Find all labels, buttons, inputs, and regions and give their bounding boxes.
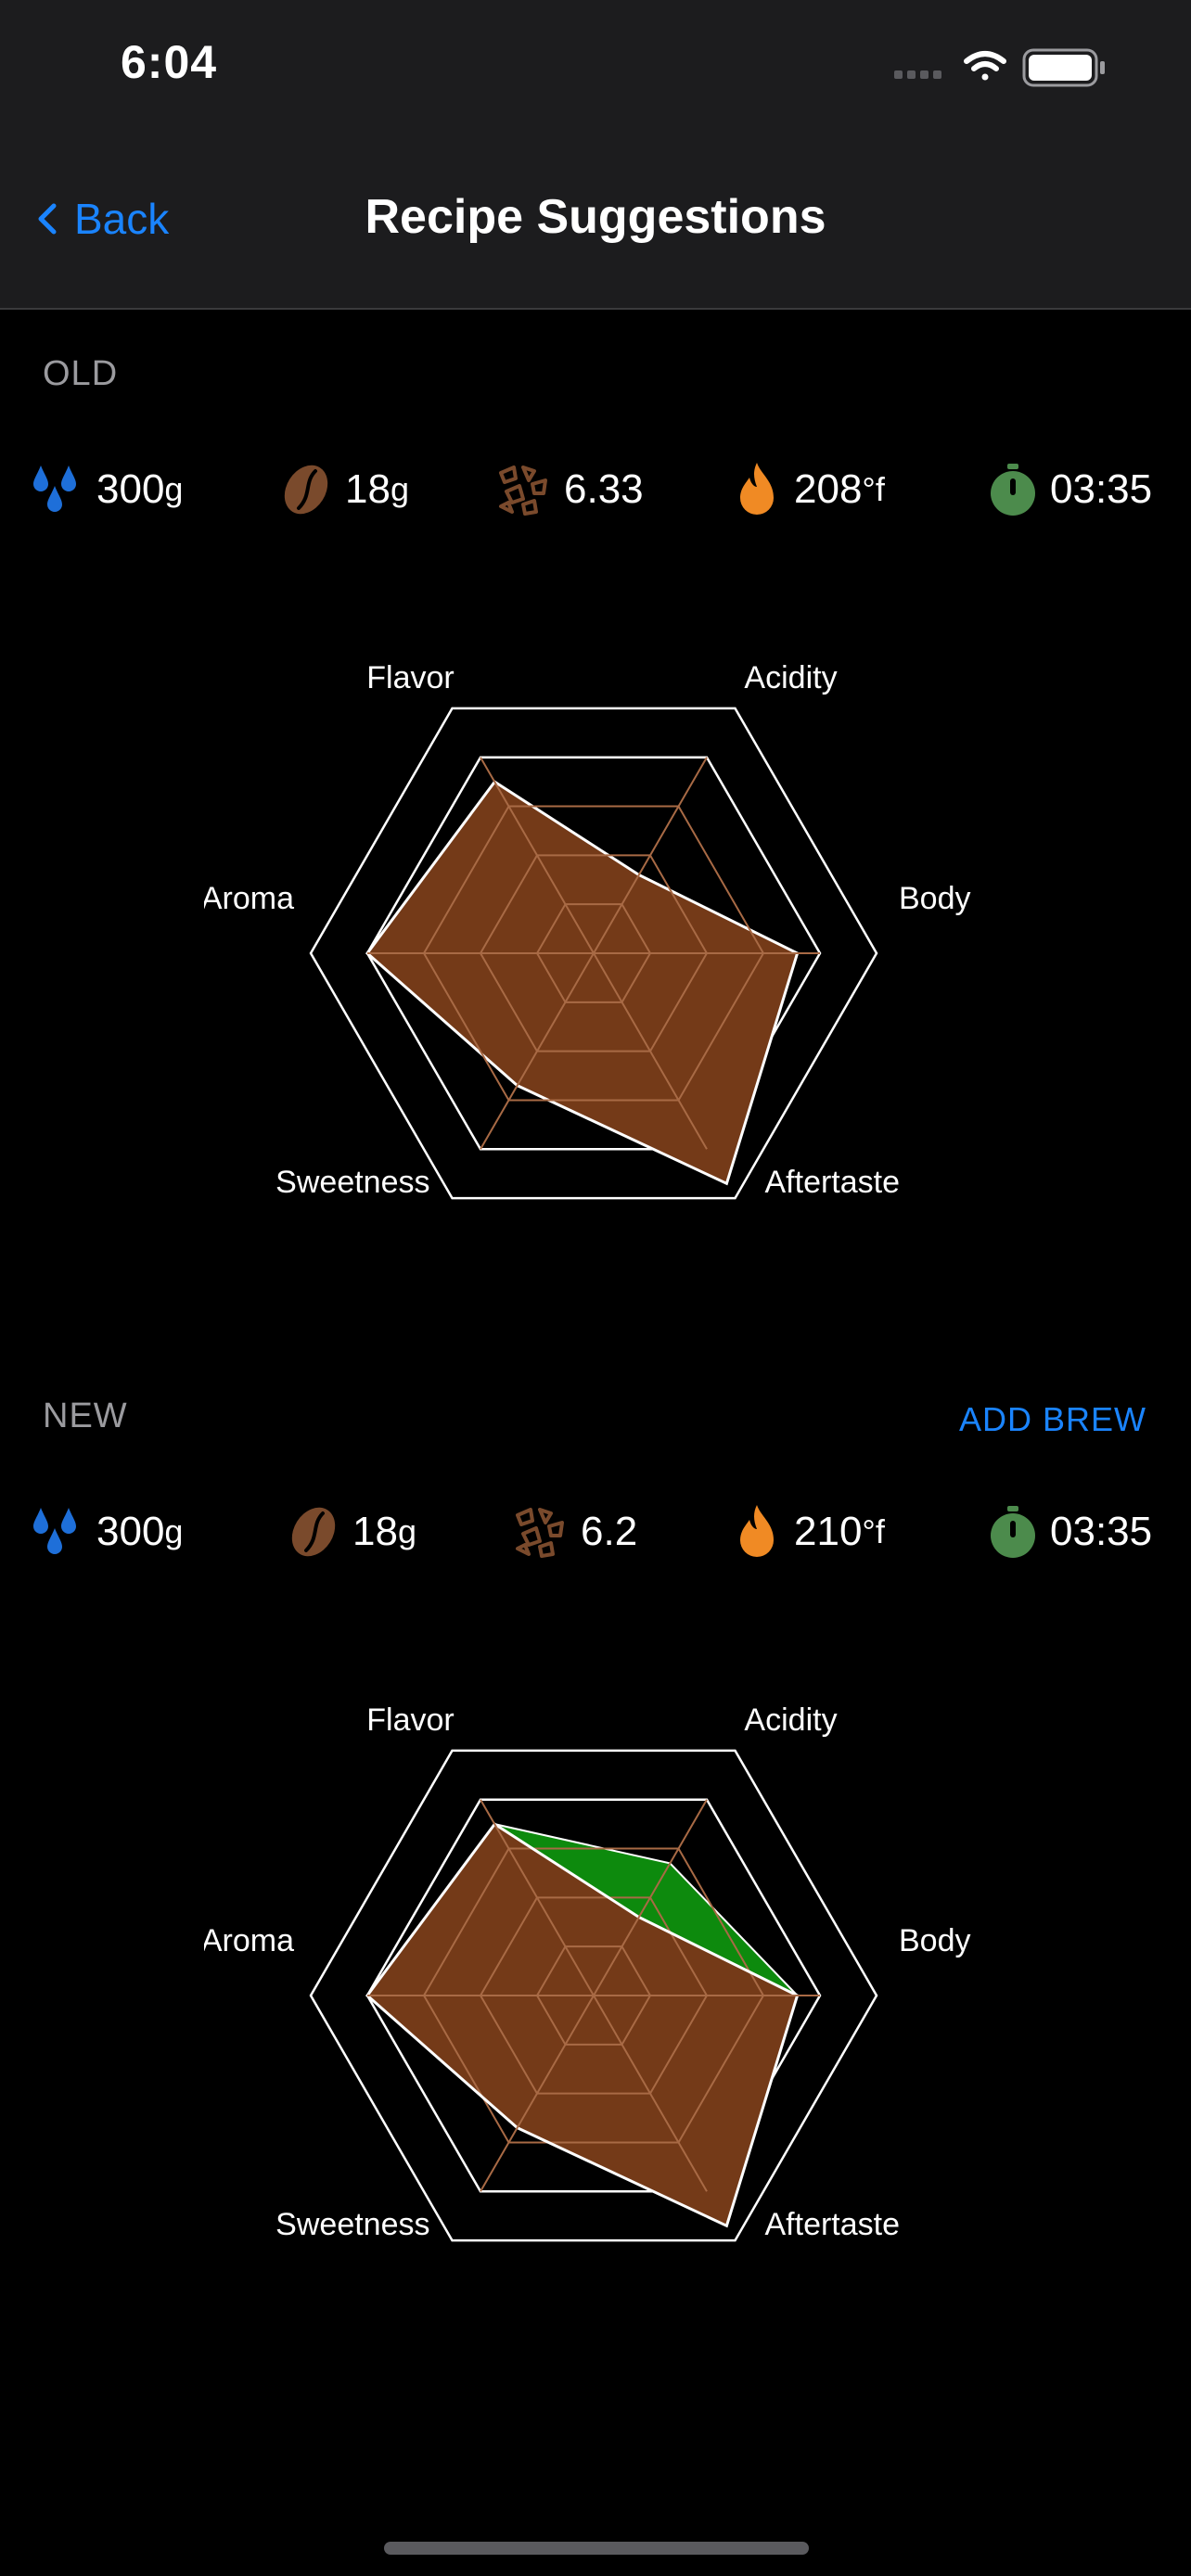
new-params-row: 300 g 18 g 6.2 210 °f <box>0 1495 1191 1569</box>
dose-value: 18 <box>352 1509 398 1554</box>
old-section-label: OLD <box>43 354 119 393</box>
time-value: 03:35 <box>1050 466 1153 512</box>
radar-axis-label-flavor: Flavor <box>366 660 454 695</box>
water-unit: g <box>164 470 184 508</box>
radar-grid-ring <box>309 707 878 1200</box>
radar-axis-label-aroma: Aroma <box>204 881 294 916</box>
status-icons <box>894 48 1105 87</box>
time-value: 03:35 <box>1050 1509 1153 1554</box>
new-grind-param: 6.2 <box>512 1495 637 1569</box>
radar-spoke <box>593 757 708 954</box>
water-value: 300 <box>96 1509 165 1554</box>
battery-icon <box>1022 48 1105 87</box>
old-dose-param: 18 g <box>280 453 409 527</box>
new-water-param: 300 g <box>28 1495 183 1569</box>
old-temp-param: 208 °f <box>733 453 885 527</box>
old-params-row: 300 g 18 g 6.33 208 °f <box>0 453 1191 527</box>
old-time-param: 03:35 <box>989 453 1152 527</box>
water-drops-icon <box>33 465 76 512</box>
flame-icon <box>740 463 774 515</box>
add-brew-button[interactable]: ADD BREW <box>958 1400 1146 1438</box>
cellular-signal-icon <box>894 70 941 79</box>
old-water-param: 300 g <box>28 453 183 527</box>
dose-unit: g <box>397 1512 416 1550</box>
radar-axis-label-body: Body <box>899 1923 971 1958</box>
water-unit: g <box>164 1512 184 1550</box>
temp-unit: °f <box>862 1512 885 1550</box>
temp-value: 208 <box>794 466 863 512</box>
page-title: Recipe Suggestions <box>365 190 826 244</box>
radar-axis-label-sweetness: Sweetness <box>275 2207 429 2242</box>
radar-axis-label-aftertaste: Aftertaste <box>765 1165 901 1200</box>
new-radar-chart: Flavor Acidity Body Aftertaste Sweetness Arom… <box>204 1702 971 2242</box>
radar-grid-ring <box>309 1749 878 2242</box>
radar-series-old <box>367 1824 798 2226</box>
grind-value: 6.33 <box>564 466 644 512</box>
back-label: Back <box>74 195 170 243</box>
old-radar-chart: Flavor Acidity Body Aftertaste Sweetness Arom… <box>204 660 971 1200</box>
radar-spoke <box>480 757 595 954</box>
radar-axis-label-flavor: Flavor <box>366 1702 454 1738</box>
temp-unit: °f <box>862 470 885 508</box>
old-grind-param: 6.33 <box>495 453 644 527</box>
wifi-icon <box>964 51 1006 81</box>
new-dose-param: 18 g <box>288 1495 416 1569</box>
coffee-grounds-icon <box>499 465 547 516</box>
radar-spoke <box>480 1995 595 2192</box>
status-time: 6:04 <box>121 36 218 88</box>
radar-axis-label-body: Body <box>899 881 971 916</box>
radar-spoke <box>480 952 595 1150</box>
radar-spoke <box>480 1799 595 1996</box>
radar-axis-label-aftertaste: Aftertaste <box>765 2207 901 2242</box>
grind-value: 6.2 <box>581 1509 638 1554</box>
stopwatch-icon <box>991 1506 1035 1558</box>
coffee-grounds-icon <box>516 1508 564 1558</box>
temp-value: 210 <box>794 1509 863 1554</box>
radar-axis-label-sweetness: Sweetness <box>275 1165 429 1200</box>
new-temp-param: 210 °f <box>733 1495 885 1569</box>
radar-spoke <box>593 1995 708 2192</box>
radar-spoke <box>593 1799 708 1996</box>
chevron-left-icon <box>38 203 57 235</box>
new-time-param: 03:35 <box>989 1495 1152 1569</box>
back-button[interactable]: Back <box>37 191 169 247</box>
stopwatch-icon <box>991 464 1035 516</box>
home-indicator <box>384 2542 809 2555</box>
water-drops-icon <box>33 1508 76 1554</box>
coffee-bean-icon <box>284 465 328 515</box>
water-value: 300 <box>96 466 165 512</box>
status-bar: 6:04 <box>0 0 1191 130</box>
new-section-label: NEW <box>43 1396 128 1435</box>
coffee-bean-icon <box>291 1507 336 1557</box>
dose-value: 18 <box>345 466 391 512</box>
dose-unit: g <box>390 470 409 508</box>
flame-icon <box>740 1505 774 1557</box>
radar-axis-label-aroma: Aroma <box>204 1923 294 1958</box>
radar-spoke <box>593 952 708 1150</box>
navigation-bar: Back Recipe Suggestions <box>0 130 1191 310</box>
radar-axis-label-acidity: Acidity <box>744 660 837 695</box>
radar-axis-label-acidity: Acidity <box>744 1702 837 1738</box>
